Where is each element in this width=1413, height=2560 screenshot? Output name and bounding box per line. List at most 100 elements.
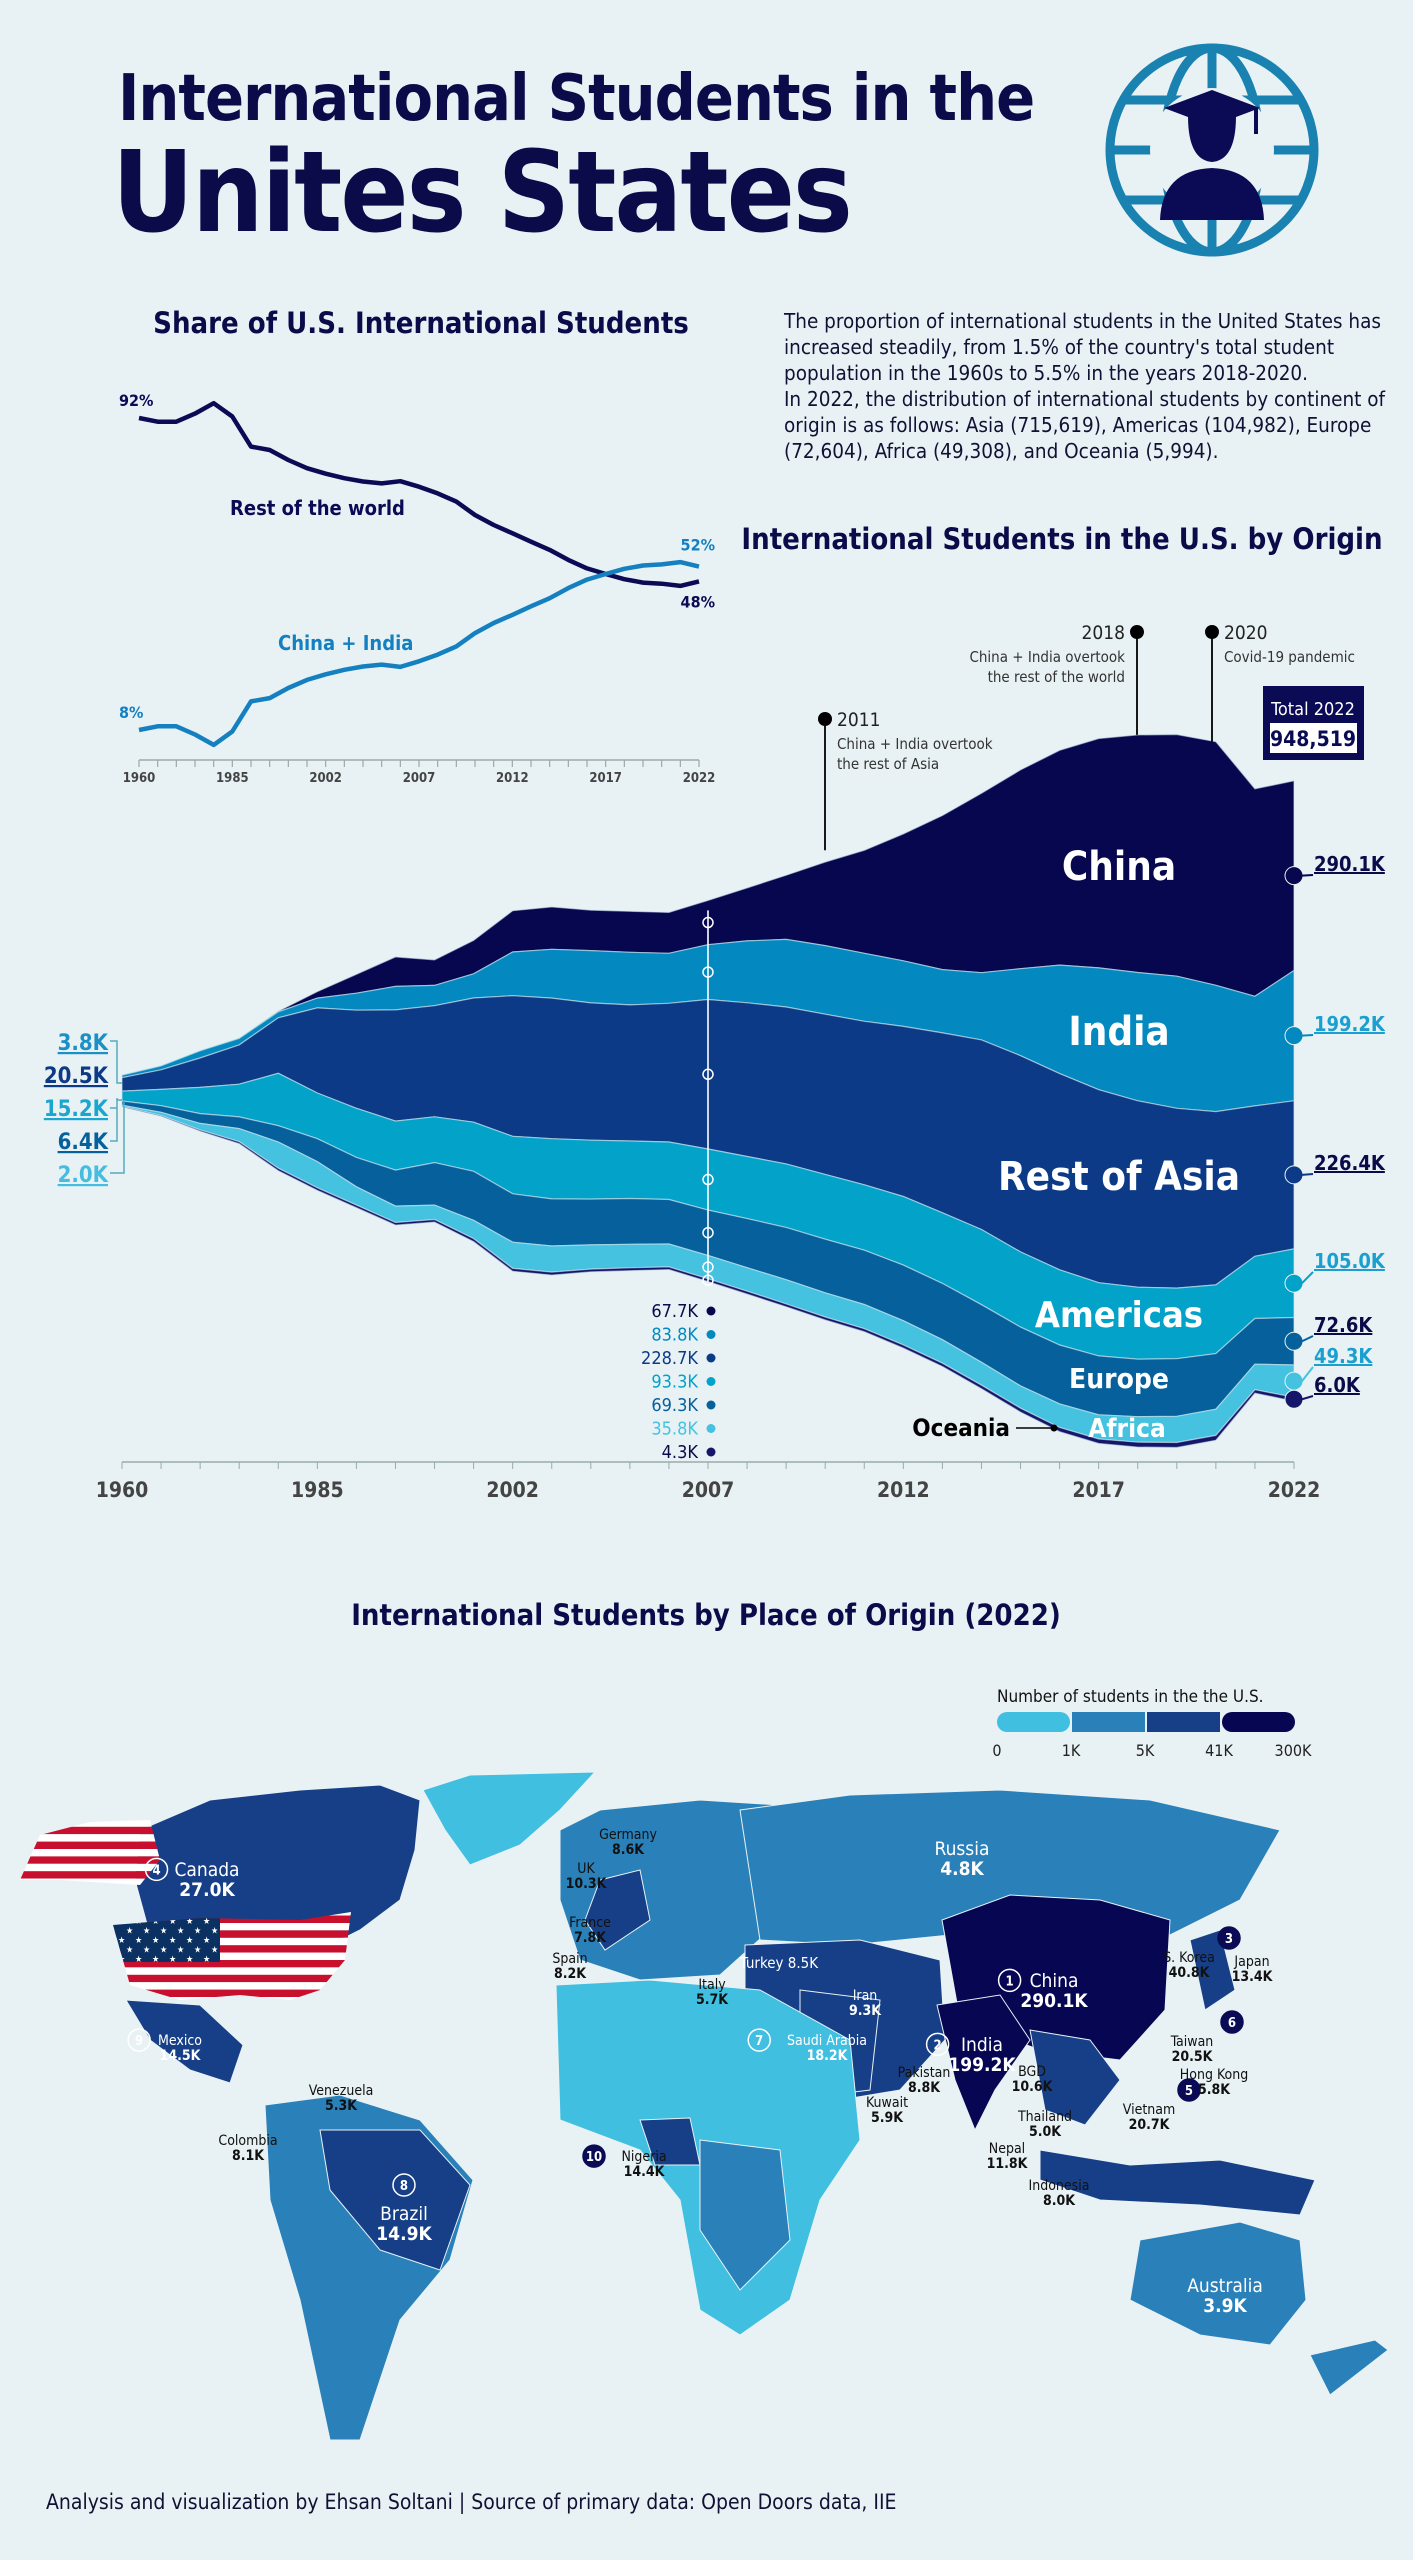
country-name: Mexico xyxy=(158,2033,202,2049)
share-line-chart: 1960 1985 2002 2007 2012 2017 2022 92% 48% 8% 52% R… xyxy=(119,391,716,786)
total-value: 948,519 xyxy=(1270,727,1356,751)
end-value-label: 290.1K xyxy=(1314,852,1386,876)
svg-text:★: ★ xyxy=(177,1946,184,1956)
rank-badge xyxy=(925,2032,950,2057)
india xyxy=(936,1994,1031,2132)
country-name: India xyxy=(961,2034,1003,2056)
value-2007-dot xyxy=(706,1353,716,1363)
country-name: Venezuela xyxy=(309,2083,374,2099)
end-value-label: 105.0K xyxy=(1314,1249,1386,1273)
rank-number: 9 xyxy=(135,2034,143,2049)
x-tick-label: 2017 xyxy=(589,771,622,786)
country-value: 5.0K xyxy=(1029,2124,1062,2140)
end-leader xyxy=(1301,874,1314,877)
svg-text:★: ★ xyxy=(135,1936,142,1946)
rank-number: 2 xyxy=(934,2038,942,2053)
rank-number: 8 xyxy=(400,2179,408,2194)
country-value: 4.8K xyxy=(940,1858,984,1880)
map-title: International Students by Place of Origi… xyxy=(351,1598,1061,1632)
x-tick-label: 2012 xyxy=(496,771,529,786)
layer-label: China xyxy=(1062,844,1176,890)
layer-label: India xyxy=(1068,1009,1169,1055)
series-line-0 xyxy=(138,400,700,589)
country-value: 5.8K xyxy=(1198,2082,1231,2098)
x-tick-label: 2022 xyxy=(683,771,716,786)
country-value: 5.9K xyxy=(871,2110,904,2126)
rank-badge xyxy=(144,1857,169,1882)
country-name: BGD xyxy=(1018,2064,1046,2080)
end-label: 48% xyxy=(681,592,715,611)
x-tick-label: 2017 xyxy=(1072,1478,1125,1502)
greenland xyxy=(422,1771,597,1866)
svg-text:★: ★ xyxy=(143,1927,150,1937)
svg-text:★: ★ xyxy=(152,1936,159,1946)
country-value: 20.7K xyxy=(1129,2117,1171,2133)
country-name: Indonesia xyxy=(1029,2178,1090,2194)
end-value-dot xyxy=(1284,1026,1304,1046)
australia xyxy=(1129,2221,1307,2346)
annotation-year: 2011 xyxy=(837,709,881,731)
layer-label-oceania: Oceania xyxy=(912,1414,1010,1442)
end-value-label: 199.2K xyxy=(1314,1012,1386,1036)
country-value: 8.1K xyxy=(232,2148,265,2164)
layer-marker-2007 xyxy=(702,1173,714,1186)
layer-marker-2007 xyxy=(702,1261,714,1273)
country-name: Kuwait xyxy=(866,2095,908,2111)
start-value-label: 3.8K xyxy=(58,1031,109,1056)
rank-number: 5 xyxy=(1185,2084,1193,2099)
country-value: 14.9K xyxy=(376,2223,432,2245)
value-2007-label: 83.8K xyxy=(651,1325,698,1346)
svg-text:★: ★ xyxy=(152,1917,159,1927)
end-value-dot xyxy=(1284,866,1304,886)
value-2007-label: 4.3K xyxy=(662,1442,699,1463)
rank-number: 10 xyxy=(586,2150,602,2165)
rank-number: 6 xyxy=(1228,2016,1236,2031)
rank-badge xyxy=(127,2028,151,2052)
layer-marker-2007 xyxy=(702,916,714,929)
rank-badge xyxy=(1217,1926,1241,1950)
svg-text:★: ★ xyxy=(118,1955,125,1965)
country-name: Brazil xyxy=(380,2203,428,2225)
globe-graduate-icon xyxy=(1105,43,1319,257)
value-2007-label: 35.8K xyxy=(651,1419,698,1440)
x-tick-label: 1960 xyxy=(123,771,156,786)
layer-marker-2007 xyxy=(702,966,714,978)
legend-swatch xyxy=(997,1712,1070,1732)
country-value: 14.5K xyxy=(160,2048,202,2064)
end-value-label: 6.0K xyxy=(1314,1373,1361,1397)
svg-text:★: ★ xyxy=(160,1946,167,1956)
oceania-dot xyxy=(1050,1424,1058,1432)
nigeria xyxy=(639,2117,701,2166)
x-tick-label: 2012 xyxy=(877,1478,930,1502)
intro-text-2: In 2022, the distribution of internation… xyxy=(784,387,1386,463)
country-name: Thailand xyxy=(1017,2109,1072,2125)
value-2007-dot xyxy=(706,1424,716,1433)
svg-text:★: ★ xyxy=(186,1917,193,1927)
country-name: Taiwan xyxy=(1170,2034,1214,2050)
rank-badge xyxy=(1220,2010,1244,2034)
annotation-year: 2018 xyxy=(1082,622,1126,644)
country-name: China xyxy=(1030,1970,1079,1992)
country-value: 7.8K xyxy=(574,1930,607,1946)
start-label: 92% xyxy=(119,391,153,410)
country-name: Iran xyxy=(853,1988,878,2004)
layer-marker-2007 xyxy=(702,1068,714,1081)
country-value: 27.0K xyxy=(179,1879,235,1901)
rank-number: 1 xyxy=(1006,1974,1014,1989)
svg-text:★: ★ xyxy=(169,1955,176,1965)
annotation-year: 2020 xyxy=(1224,622,1268,644)
rank-number: 7 xyxy=(755,2034,763,2049)
end-leader xyxy=(1301,1366,1314,1382)
svg-text:★: ★ xyxy=(126,1946,133,1956)
country-name: Nepal xyxy=(989,2141,1025,2157)
